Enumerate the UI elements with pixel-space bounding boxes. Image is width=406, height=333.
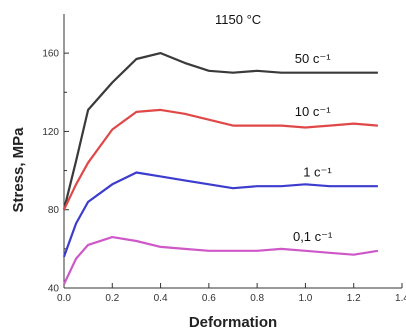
series-line-1 bbox=[63, 108, 378, 211]
x-tick-label: 0.0 bbox=[57, 293, 71, 304]
x-tick-label: 0.4 bbox=[154, 293, 168, 304]
series-label-1: 10 c⁻¹ bbox=[295, 104, 331, 119]
series-line-0 bbox=[62, 51, 378, 210]
y-tick-label: 160 bbox=[42, 49, 59, 60]
series-label-3: 0,1 c⁻¹ bbox=[293, 229, 333, 244]
series-label-0: 50 c⁻¹ bbox=[295, 51, 331, 66]
series-line-2 bbox=[62, 171, 378, 258]
series-label-2: 1 c⁻¹ bbox=[303, 164, 332, 179]
x-tick-label: 0.2 bbox=[105, 293, 119, 304]
series-labels: 50 c⁻¹ 10 c⁻¹ 1 c⁻¹ 0,1 c⁻¹ bbox=[293, 51, 333, 244]
plot-frame bbox=[63, 14, 402, 289]
y-tick-label: 40 bbox=[48, 284, 60, 295]
x-tick-label: 1.0 bbox=[298, 293, 312, 304]
x-tick-label: 1.2 bbox=[347, 293, 361, 304]
x-tick-label: 0.8 bbox=[250, 293, 264, 304]
axis-ticks: 0.0 0.2 0.4 0.6 0.8 1.0 1.2 1.4 40 80 120 160 bbox=[42, 49, 406, 304]
series-line-3 bbox=[63, 236, 379, 285]
chart-title: 1150 °C bbox=[215, 12, 261, 27]
y-tick-label: 80 bbox=[48, 205, 60, 216]
y-tick-label: 120 bbox=[42, 127, 59, 138]
x-axis-title: Deformation bbox=[189, 314, 277, 331]
x-tick-label: 0.6 bbox=[202, 293, 216, 304]
y-axis-title: Stress, MPa bbox=[10, 127, 27, 213]
series-lines bbox=[62, 51, 379, 285]
x-tick-label: 1.4 bbox=[395, 293, 406, 304]
